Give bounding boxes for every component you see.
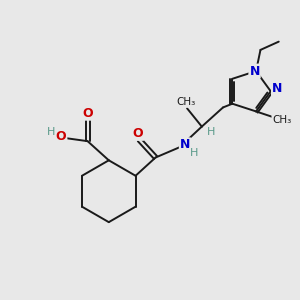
Text: N: N [249,64,260,78]
Text: N: N [180,138,190,151]
Text: O: O [56,130,66,143]
Text: CH₃: CH₃ [176,97,195,107]
Text: H: H [47,127,55,137]
Text: O: O [82,107,93,120]
Text: H: H [207,127,216,137]
Text: O: O [133,127,143,140]
Text: H: H [190,148,199,158]
Text: N: N [272,82,282,95]
Text: CH₃: CH₃ [272,115,292,125]
